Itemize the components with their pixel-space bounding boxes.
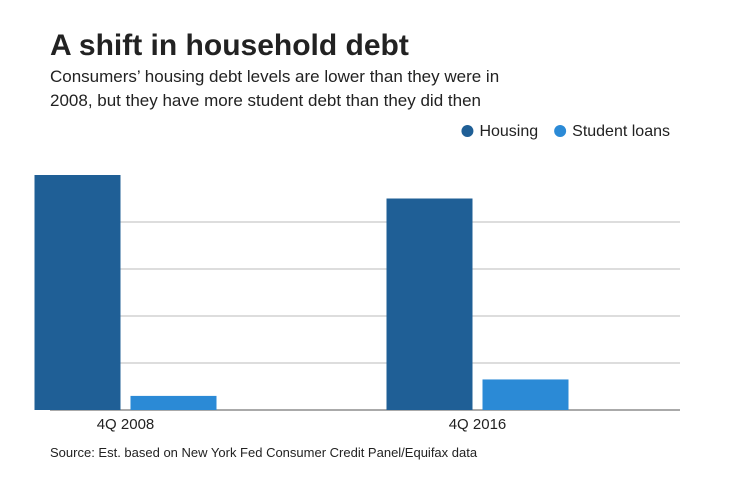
bar <box>34 175 121 410</box>
legend-label: Housing <box>479 123 538 140</box>
bar <box>386 198 473 410</box>
x-tick-label: 4Q 2016 <box>449 416 507 433</box>
legend-marker <box>554 125 567 137</box>
legend-label: Student loans <box>572 123 670 140</box>
chart-title: A shift in household debt <box>50 29 409 62</box>
bar <box>482 379 569 410</box>
legend-marker <box>461 125 474 137</box>
chart-subtitle: 2008, but they have more student debt th… <box>50 91 481 110</box>
x-tick-label: 4Q 2008 <box>97 416 155 433</box>
source-note: Source: Est. based on New York Fed Consu… <box>50 445 478 460</box>
chart-subtitle: Consumers’ housing debt levels are lower… <box>50 67 499 86</box>
bar <box>130 395 217 410</box>
